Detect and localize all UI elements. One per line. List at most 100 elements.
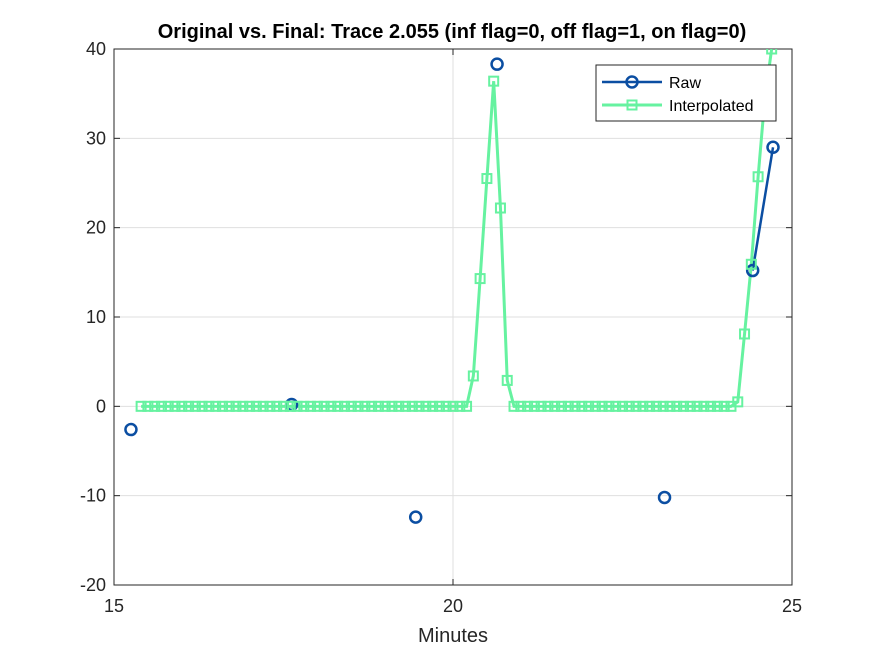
- interpolated-point: [196, 400, 208, 412]
- interpolated-point: [562, 400, 574, 412]
- interpolated-point: [169, 400, 181, 412]
- interpolated-point: [589, 400, 601, 412]
- interpolated-point: [535, 400, 547, 412]
- raw-point: [490, 57, 504, 71]
- legend-raw-marker: [625, 75, 639, 89]
- interpolated-point: [630, 400, 642, 412]
- y-tick-label: 10: [86, 307, 106, 327]
- interpolated-point: [352, 400, 364, 412]
- interpolated-point: [372, 400, 384, 412]
- interpolated-point: [257, 400, 269, 412]
- interpolated-point: [149, 400, 161, 412]
- interpolated-point: [467, 370, 479, 382]
- interpolated-point: [596, 400, 608, 412]
- interpolated-point: [732, 396, 744, 408]
- interpolated-point: [691, 400, 703, 412]
- interpolated-point: [745, 258, 757, 270]
- interpolated-point: [311, 400, 323, 412]
- interpolated-point: [264, 400, 276, 412]
- interpolated-point: [623, 400, 635, 412]
- interpolated-point: [339, 400, 351, 412]
- interpolated-point: [569, 400, 581, 412]
- y-axis-ticks: -20 -10 0 10 20 30 40: [80, 39, 792, 595]
- y-tick-label: 30: [86, 128, 106, 148]
- interpolated-point: [325, 400, 337, 412]
- interpolated-point: [278, 400, 289, 412]
- interpolated-point: [440, 400, 452, 412]
- interpolated-point: [386, 400, 398, 412]
- interpolated-point: [155, 400, 167, 412]
- interpolated-point: [617, 400, 628, 412]
- interpolated-point: [522, 400, 534, 412]
- interpolated-point: [345, 400, 357, 412]
- interpolated-point: [210, 400, 222, 412]
- y-tick-label: 0: [96, 396, 106, 416]
- interpolated-point: [555, 400, 567, 412]
- interpolated-point: [427, 400, 439, 412]
- interpolated-point: [542, 400, 554, 412]
- interpolated-point: [678, 400, 690, 412]
- interpolated-point: [393, 400, 405, 412]
- interpolated-point: [454, 400, 466, 412]
- interpolated-point: [142, 400, 154, 412]
- interpolated-point: [318, 400, 330, 412]
- interpolated-point: [528, 400, 540, 412]
- interpolated-point: [718, 400, 730, 412]
- legend-box: [595, 64, 777, 122]
- interpolated-point: [284, 400, 296, 412]
- raw-point: [408, 510, 423, 524]
- y-tick-label: 40: [86, 39, 106, 59]
- interpolated-point: [657, 400, 669, 412]
- interpolated-point: [739, 328, 751, 340]
- interpolated-point: [650, 400, 662, 412]
- legend-interpolated-label: Interpolated: [669, 98, 754, 115]
- interpolated-point: [366, 400, 378, 412]
- interpolated-point: [603, 400, 615, 412]
- interpolated-point: [433, 400, 445, 412]
- interpolated-point: [162, 400, 174, 412]
- interpolated-point: [332, 400, 344, 412]
- interpolated-point: [359, 400, 371, 412]
- interpolated-point: [610, 400, 622, 412]
- interpolated-point: [244, 400, 256, 412]
- interpolated-point: [664, 400, 676, 412]
- x-tick-label: 25: [782, 596, 802, 616]
- interpolated-point: [298, 400, 310, 412]
- interpolated-point: [494, 202, 506, 214]
- interpolated-point: [135, 400, 147, 412]
- interpolated-point: [549, 400, 561, 412]
- y-tick-label: 20: [86, 218, 106, 238]
- interpolated-point: [671, 400, 683, 412]
- interpolated-point: [684, 400, 696, 412]
- raw-series-line: [751, 147, 775, 271]
- interpolated-point: [420, 400, 432, 412]
- x-axis-label: Minutes: [418, 625, 488, 647]
- interpolated-point: [379, 400, 391, 412]
- interpolated-point: [637, 400, 649, 412]
- grid: [113, 48, 793, 586]
- interpolated-point: [271, 400, 283, 412]
- interpolated-point: [644, 400, 656, 412]
- interpolated-point: [501, 374, 513, 386]
- interpolated-point: [406, 400, 418, 412]
- interpolated-point: [230, 400, 242, 412]
- interpolated-point: [250, 400, 262, 412]
- raw-point: [745, 263, 760, 278]
- y-tick-label: -20: [80, 575, 106, 595]
- interpolated-point: [237, 400, 249, 412]
- interpolated-point: [183, 400, 195, 412]
- interpolated-point: [291, 400, 303, 412]
- interpolated-point: [400, 400, 412, 412]
- interpolated-point: [474, 273, 486, 285]
- interpolated-point: [515, 400, 527, 412]
- interpolated-point: [413, 400, 425, 412]
- x-tick-label: 15: [104, 596, 124, 616]
- interpolated-point: [305, 400, 317, 412]
- interpolated-point: [583, 400, 595, 412]
- chart-title: Original vs. Final: Trace 2.055 (inf fla…: [158, 21, 747, 43]
- interpolated-point: [481, 173, 493, 185]
- raw-point: [766, 140, 780, 155]
- interpolated-point: [447, 400, 459, 412]
